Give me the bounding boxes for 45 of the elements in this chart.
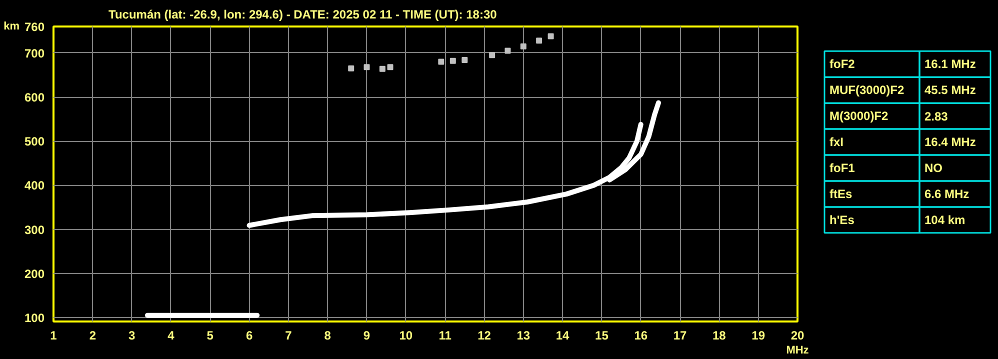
text: 16.4 MHz (924, 135, 976, 150)
x-tick-label: 17 (673, 328, 688, 342)
y-tick-label: 600 (24, 90, 45, 105)
x-tick-label: 16 (634, 328, 648, 342)
y-tick-label: 300 (24, 222, 45, 237)
text: foF2 (830, 57, 856, 72)
text: ftEs (830, 186, 852, 201)
x-tick-label: 3 (128, 328, 136, 342)
text: M(3000)F2 (830, 109, 889, 124)
text: NO (924, 161, 942, 175)
x-tick-label: 18 (712, 328, 726, 342)
x-tick-label: 6 (246, 328, 253, 342)
x-tick-label: 7 (285, 328, 292, 342)
chart-title: Tucumán (lat: -26.9, lon: 294.6) - DATE: 2025 02 11 - TIME (UT): 18:30 (108, 8, 498, 22)
x-tick-label: 15 (595, 328, 609, 342)
y-axis-title: km (4, 20, 20, 32)
x-tick-label: 13 (516, 328, 530, 342)
x-tick-label: 5 (206, 328, 214, 342)
x-tick-label: 8 (324, 328, 332, 342)
y-tick-label: 760 (24, 20, 45, 34)
text: h'Es (830, 212, 855, 227)
text: 104 km (924, 212, 966, 227)
text: MUF(3000)F2 (830, 83, 905, 98)
text: 2.83 (924, 110, 948, 124)
text: 45.5 MHz (924, 83, 976, 98)
text: foF1 (830, 161, 856, 175)
x-tick-label: 2 (89, 328, 96, 342)
y-tick-label: 400 (24, 178, 45, 193)
x-tick-label: 1 (50, 328, 58, 342)
x-axis-title: MHz (786, 344, 810, 356)
x-tick-label: 10 (399, 328, 413, 342)
x-tick-label: 19 (752, 328, 766, 342)
text: 16.1 MHz (924, 57, 976, 72)
y-tick-label: 100 (24, 311, 45, 326)
x-tick-label: 14 (556, 328, 570, 342)
x-tick-label: 20 (790, 328, 804, 342)
y-tick-label: 500 (24, 134, 45, 149)
y-tick-label: 700 (24, 46, 45, 60)
x-tick-label: 11 (438, 328, 452, 342)
x-tick-label: 4 (168, 328, 175, 342)
x-tick-label: 12 (478, 328, 492, 342)
text: fxI (830, 135, 844, 150)
x-tick-label: 9 (363, 328, 370, 342)
text: 6.6 MHz (924, 186, 970, 201)
y-tick-label: 200 (24, 266, 45, 281)
